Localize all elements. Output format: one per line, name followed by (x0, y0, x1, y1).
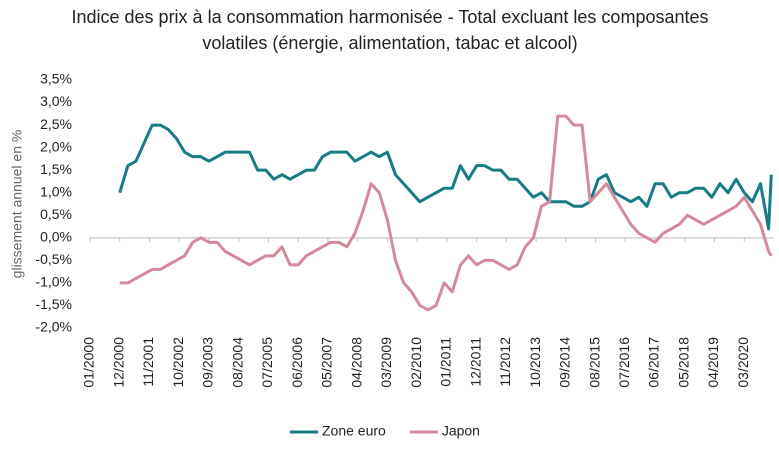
y-axis-label: glissement annuel en % (9, 130, 25, 279)
x-tick-label: 08/2004 (229, 337, 245, 388)
y-tick-label: -0,5% (35, 251, 72, 267)
y-tick-label: 0,0% (40, 229, 72, 245)
x-tick-label: 05/2007 (319, 337, 335, 388)
legend-label: Zone euro (322, 423, 386, 439)
x-tick-label: 02/2010 (408, 337, 424, 388)
y-tick-label: 1,0% (40, 183, 72, 199)
series-line (118, 123, 773, 231)
x-tick-label: 09/2003 (200, 337, 216, 388)
x-tick-label: 03/2009 (378, 337, 394, 388)
x-tick-label: 03/2020 (735, 337, 751, 388)
y-tick-label: -1,0% (35, 274, 72, 290)
x-tick-label: 05/2018 (675, 337, 691, 388)
series-line (119, 114, 773, 312)
x-tick-label: 10/2013 (527, 337, 543, 388)
x-tick-label: 11/2001 (140, 337, 156, 387)
y-tick-label: 1,5% (40, 161, 72, 177)
y-tick-label: -1,5% (35, 296, 72, 312)
x-tick-label: 06/2006 (289, 337, 305, 388)
chart-title: Indice des prix à la consommation harmon… (71, 7, 709, 53)
y-tick-label: 3,0% (40, 93, 72, 109)
y-tick-label: -2,0% (35, 319, 72, 335)
x-tick-label: 07/2005 (259, 337, 275, 388)
x-tick-label: 01/2000 (81, 337, 97, 388)
legend-label: Japon (442, 423, 480, 439)
y-tick-label: 2,0% (40, 138, 72, 154)
y-tick-label: 3,5% (40, 71, 72, 87)
x-tick-label: 10/2002 (170, 337, 186, 388)
x-tick-label: 08/2015 (586, 337, 602, 388)
x-tick-label: 12/2000 (110, 337, 126, 388)
x-tick-label: 09/2014 (557, 337, 573, 388)
x-tick-label: 11/2012 (497, 337, 513, 387)
y-tick-label: 0,5% (40, 206, 72, 222)
x-tick-label: 04/2019 (705, 337, 721, 388)
x-tick-label: 04/2008 (348, 337, 364, 388)
x-tick-label: 06/2017 (646, 337, 662, 388)
x-tick-label: 07/2016 (616, 337, 632, 388)
y-tick-label: 2,5% (40, 116, 72, 132)
x-tick-label: 01/2011 (438, 337, 454, 387)
title-box: Indice des prix à la consommation harmon… (71, 7, 709, 53)
x-tick-label: 12/2011 (467, 337, 483, 387)
